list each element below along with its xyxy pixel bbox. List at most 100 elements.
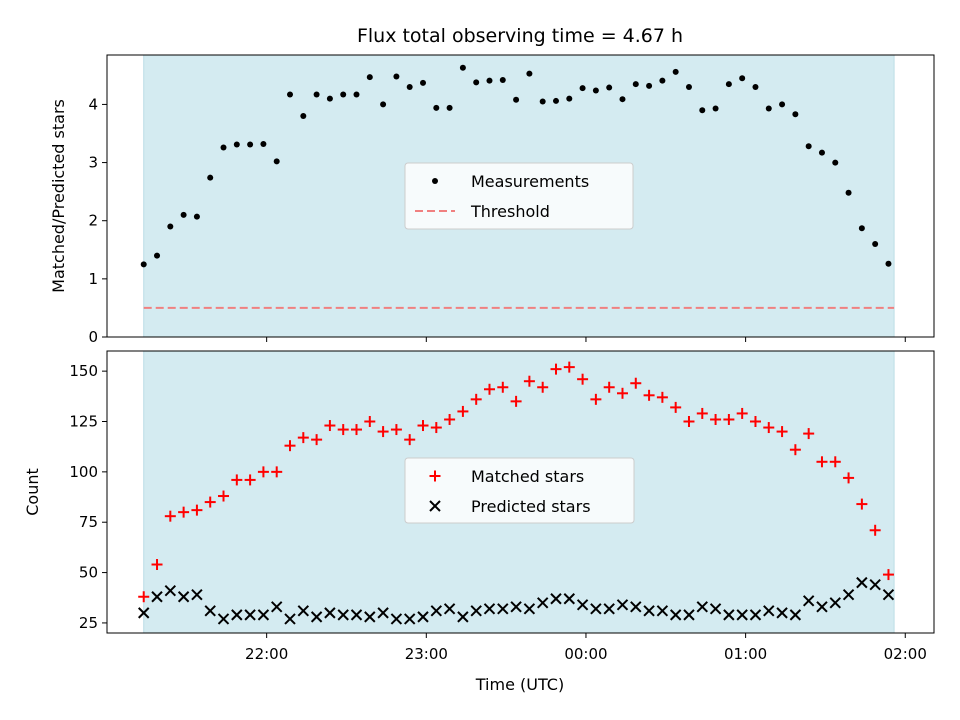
y-tick-label: 0 (88, 328, 98, 346)
data-point-plus (882, 569, 894, 581)
data-point-dot (406, 83, 413, 90)
data-point-dot (619, 96, 626, 103)
data-point-plus (324, 420, 336, 432)
y-axis-label: Count (23, 468, 42, 516)
data-point-x (177, 591, 190, 603)
data-point-plus (364, 416, 376, 427)
data-point-plus (483, 383, 495, 395)
data-point-dot (433, 104, 440, 111)
data-point-dot (353, 91, 360, 98)
data-point-plus (351, 424, 363, 436)
data-point-plus (603, 381, 615, 393)
data-point-plus (577, 373, 589, 385)
y-tick-label: 125 (69, 413, 98, 431)
data-point-plus (164, 510, 176, 522)
data-point-x (630, 601, 642, 613)
data-point-plus (377, 426, 389, 438)
data-point-dot (805, 143, 812, 150)
data-point-x (789, 609, 802, 621)
y-tick-label: 2 (88, 212, 98, 230)
data-point-plus (138, 591, 150, 603)
data-point-plus (789, 444, 801, 456)
data-point-plus (550, 363, 562, 375)
data-point-x (736, 609, 748, 621)
data-point-dot (606, 84, 613, 91)
data-point-dot (393, 73, 400, 80)
data-point-x (390, 613, 403, 625)
data-point-dot (858, 225, 865, 232)
y-tick-label: 1 (88, 270, 98, 288)
x-tick-label: 01:00 (724, 645, 767, 663)
data-point-x (138, 607, 150, 619)
data-point-dot (247, 141, 254, 148)
data-point-x (563, 593, 575, 605)
data-point-x (723, 609, 735, 621)
data-point-x (683, 609, 695, 621)
x-axis-label: Time (UTC) (475, 675, 564, 694)
data-point-plus (630, 377, 642, 389)
legend-label: Predicted stars (471, 497, 591, 516)
data-point-plus (337, 424, 349, 436)
data-point-x (403, 613, 416, 625)
data-point-dot (366, 74, 373, 81)
data-point-dot (380, 101, 387, 108)
data-point-dot (818, 149, 825, 156)
data-point-x (656, 605, 669, 617)
data-point-plus (218, 490, 230, 502)
data-point-plus (723, 413, 735, 425)
data-point-dot (632, 81, 639, 88)
data-point-dot (659, 77, 666, 84)
y-tick-label: 25 (79, 614, 98, 632)
data-point-dot (154, 252, 161, 259)
y-tick-label: 3 (88, 154, 98, 172)
legend-label: Matched stars (471, 467, 584, 486)
data-point-dot (739, 75, 746, 82)
data-point-x (696, 601, 708, 613)
x-tick-label: 22:00 (245, 645, 288, 663)
data-point-x (257, 609, 270, 621)
data-point-plus (284, 440, 296, 452)
data-point-dot (459, 64, 466, 71)
data-point-dot (446, 104, 453, 111)
y-tick-label: 150 (69, 362, 98, 380)
data-point-plus (696, 407, 708, 419)
data-point-x (576, 599, 589, 611)
data-point-plus (523, 375, 535, 387)
x-tick-label: 00:00 (564, 645, 607, 663)
data-point-dot (233, 141, 240, 148)
data-point-plus (151, 559, 163, 571)
data-point-dot (167, 223, 174, 230)
data-point-plus (417, 420, 429, 432)
data-point-dot (579, 85, 586, 92)
data-point-plus (869, 524, 881, 536)
data-point-dot (287, 91, 294, 98)
data-point-plus (683, 416, 695, 427)
data-point-x (350, 609, 363, 621)
legend-plus-swatch (429, 470, 441, 482)
data-point-plus (430, 422, 442, 434)
data-point-x (417, 611, 429, 623)
data-point-x (191, 589, 203, 601)
data-point-plus (390, 424, 402, 436)
data-point-x (590, 603, 602, 615)
data-point-plus (710, 413, 722, 425)
data-point-plus (297, 432, 309, 444)
data-point-plus (271, 466, 283, 478)
data-point-x (164, 584, 177, 597)
data-point-x (829, 597, 841, 609)
legend-label: Measurements (471, 172, 589, 191)
data-point-dot (193, 213, 200, 220)
data-point-dot (340, 91, 347, 98)
data-point-plus (776, 426, 788, 438)
legend-label: Threshold (470, 202, 550, 221)
data-point-x (523, 603, 536, 615)
y-tick-label: 75 (79, 513, 98, 531)
data-point-plus (563, 361, 575, 373)
data-point-x (470, 605, 482, 617)
data-point-plus (244, 474, 256, 486)
data-point-x (749, 609, 762, 621)
data-point-x (443, 603, 456, 615)
data-point-x (217, 613, 230, 625)
data-point-x (483, 603, 496, 615)
